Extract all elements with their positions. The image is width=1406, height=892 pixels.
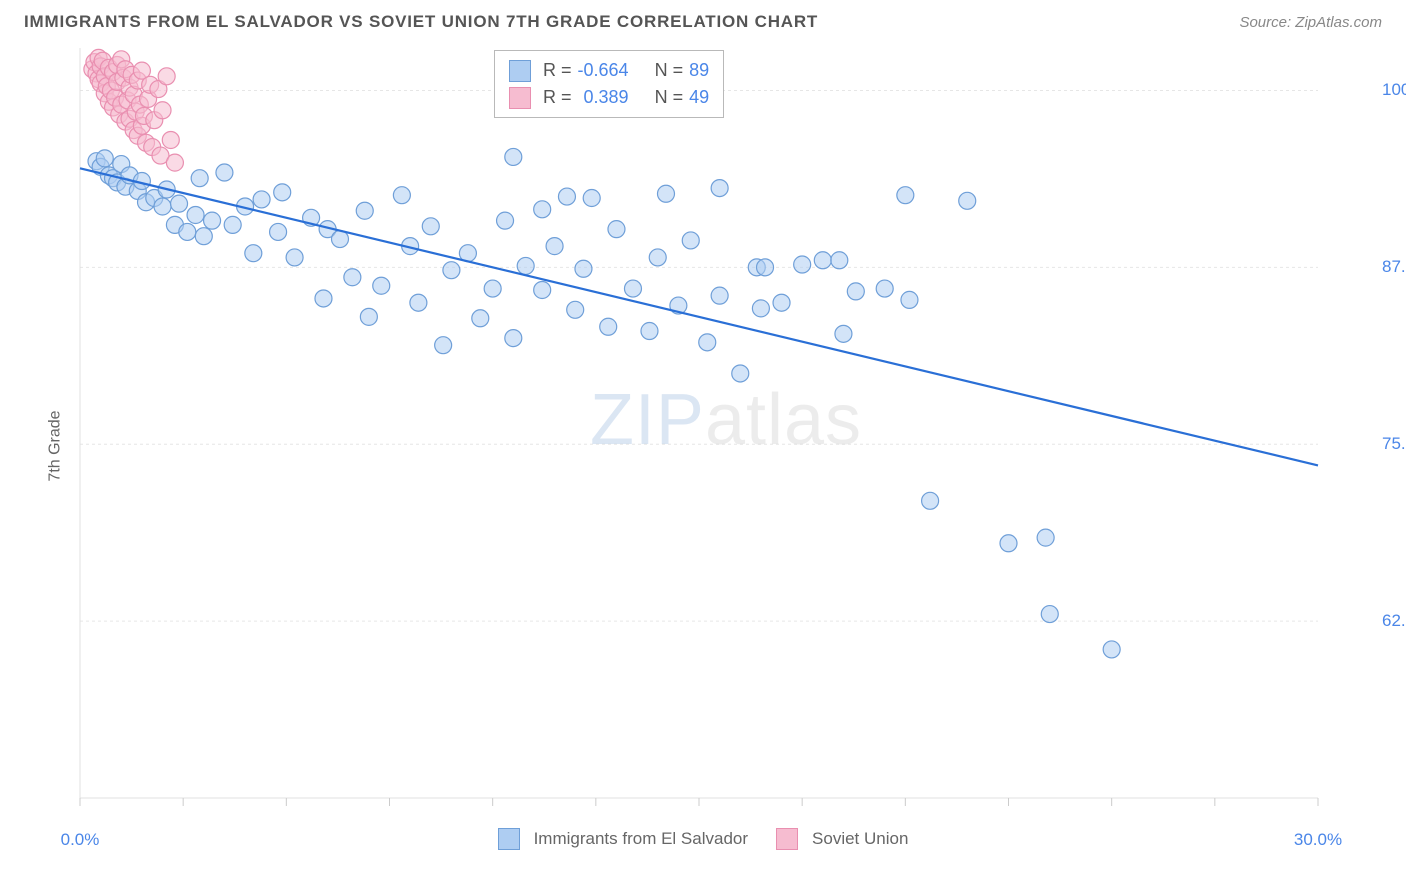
correlation-legend: R = -0.664 N = 89 R = 0.389 N = 49 — [494, 50, 724, 118]
swatch-icon — [509, 87, 531, 109]
y-tick-label: 100.0% — [1382, 80, 1406, 100]
x-tick-label: 30.0% — [1294, 830, 1342, 850]
swatch-icon — [776, 828, 798, 850]
n-value: 89 — [689, 57, 709, 84]
chart-title: IMMIGRANTS FROM EL SALVADOR VS SOVIET UN… — [24, 12, 818, 32]
r-value: -0.664 — [578, 57, 629, 84]
legend-item-label: Soviet Union — [812, 829, 908, 849]
n-value: 49 — [689, 84, 709, 111]
n-label: N = — [655, 57, 684, 84]
scatter-plot-svg — [74, 46, 1378, 826]
x-tick-label: 0.0% — [61, 830, 100, 850]
y-axis-label: 7th Grade — [47, 410, 65, 481]
y-tick-label: 62.5% — [1382, 611, 1406, 631]
series-legend: Immigrants from El Salvador Soviet Union — [0, 828, 1406, 850]
r-value: 0.389 — [578, 84, 629, 111]
title-bar: IMMIGRANTS FROM EL SALVADOR VS SOVIET UN… — [0, 0, 1406, 38]
n-label: N = — [655, 84, 684, 111]
y-tick-label: 75.0% — [1382, 434, 1406, 454]
legend-row: R = -0.664 N = 89 — [509, 57, 709, 84]
source-label: Source: ZipAtlas.com — [1239, 14, 1382, 31]
legend-row: R = 0.389 N = 49 — [509, 84, 709, 111]
y-tick-label: 87.5% — [1382, 257, 1406, 277]
plot-area: ZIPatlas R = -0.664 N = 89 R = 0.389 N =… — [74, 46, 1378, 826]
r-label: R = — [543, 57, 572, 84]
r-label: R = — [543, 84, 572, 111]
legend-item: Soviet Union — [776, 828, 908, 850]
legend-item-label: Immigrants from El Salvador — [534, 829, 748, 849]
swatch-icon — [509, 60, 531, 82]
swatch-icon — [498, 828, 520, 850]
legend-item: Immigrants from El Salvador — [498, 828, 748, 850]
